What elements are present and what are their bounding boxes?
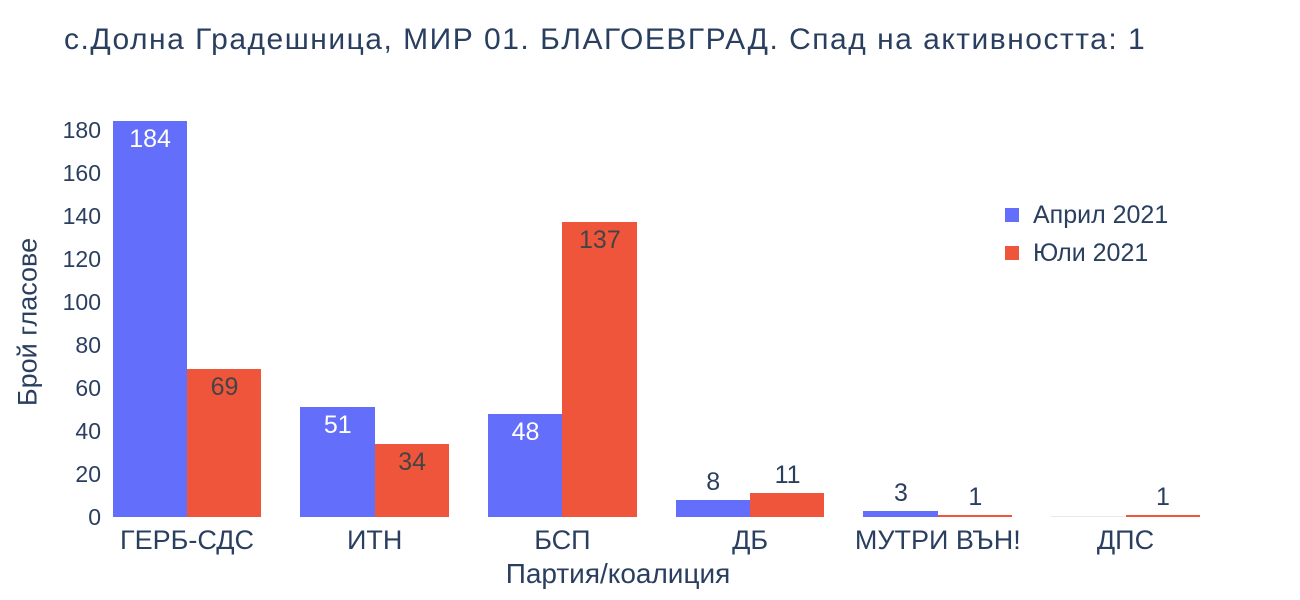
bar-value-юли-2021-бсп: 137	[579, 226, 621, 255]
bar-value-юли-2021-герб-сдс: 69	[210, 372, 239, 401]
bar-юли-2021-дпс[interactable]	[1125, 514, 1200, 517]
y-tick-120: 120	[62, 246, 101, 272]
y-tick-0: 0	[88, 504, 101, 530]
x-axis-title: Партия/коалиция	[505, 558, 731, 589]
y-tick-100: 100	[62, 289, 101, 315]
y-tick-140: 140	[62, 203, 101, 229]
bar-юли-2021-мутри-вън[interactable]	[937, 514, 1013, 517]
bar-value-април-2021-бсп: 48	[511, 417, 540, 446]
bar-април-2021-итн[interactable]	[300, 407, 375, 517]
legend-label: Април 2021	[1033, 200, 1169, 229]
bar-value-април-2021-герб-сдс: 184	[129, 125, 171, 154]
x-tick-дпс: ДПС	[1096, 525, 1155, 555]
bar-юли-2021-герб-сдс[interactable]	[187, 368, 262, 517]
legend-item-април-2021[interactable]: Април 2021	[1005, 196, 1168, 234]
x-tick-мутри-вън: МУТРИ ВЪН!	[854, 525, 1021, 555]
y-tick-180: 180	[62, 117, 101, 143]
x-tick-итн: ИТН	[346, 525, 403, 555]
bar-value-април-2021-дб: 8	[706, 467, 721, 496]
bar-value-юли-2021-мутри-вън: 1	[968, 482, 983, 511]
x-tick-дб: ДБ	[732, 525, 769, 555]
bar-value-април-2021-мутри-вън: 3	[893, 478, 908, 507]
legend-swatch-icon	[1005, 208, 1019, 222]
y-tick-20: 20	[75, 461, 101, 487]
legend: Април 2021 Юли 2021	[1005, 196, 1168, 272]
x-tick-бсп: БСП	[534, 525, 591, 555]
chart-title: с.Долна Градешница, МИР 01. БЛАГОЕВГРАД.…	[64, 23, 1147, 56]
y-tick-80: 80	[75, 332, 101, 358]
legend-label: Юли 2021	[1033, 238, 1149, 267]
bar-value-юли-2021-дб: 11	[774, 461, 801, 490]
bar-април-2021-герб-сдс[interactable]	[112, 121, 187, 517]
bar-value-април-2021-итн: 51	[323, 411, 352, 440]
bar-април-2021-дпс[interactable]	[1051, 516, 1126, 517]
bar-април-2021-мутри-вън[interactable]	[863, 510, 938, 517]
bar-април-2021-дб[interactable]	[675, 499, 751, 517]
bar-април-2021-бсп[interactable]	[488, 413, 563, 517]
bar-value-юли-2021-итн: 34	[398, 447, 427, 476]
y-tick-60: 60	[75, 375, 101, 401]
bar-юли-2021-итн[interactable]	[374, 443, 450, 517]
legend-item-юли-2021[interactable]: Юли 2021	[1005, 234, 1168, 272]
bar-юли-2021-бсп[interactable]	[562, 222, 637, 517]
bar-value-юли-2021-дпс: 1	[1156, 482, 1170, 511]
y-tick-40: 40	[75, 418, 101, 444]
bar-юли-2021-дб[interactable]	[750, 493, 825, 517]
legend-swatch-icon	[1005, 246, 1019, 260]
x-tick-герб-сдс: ГЕРБ-СДС	[119, 525, 255, 555]
y-tick-160: 160	[62, 160, 101, 186]
